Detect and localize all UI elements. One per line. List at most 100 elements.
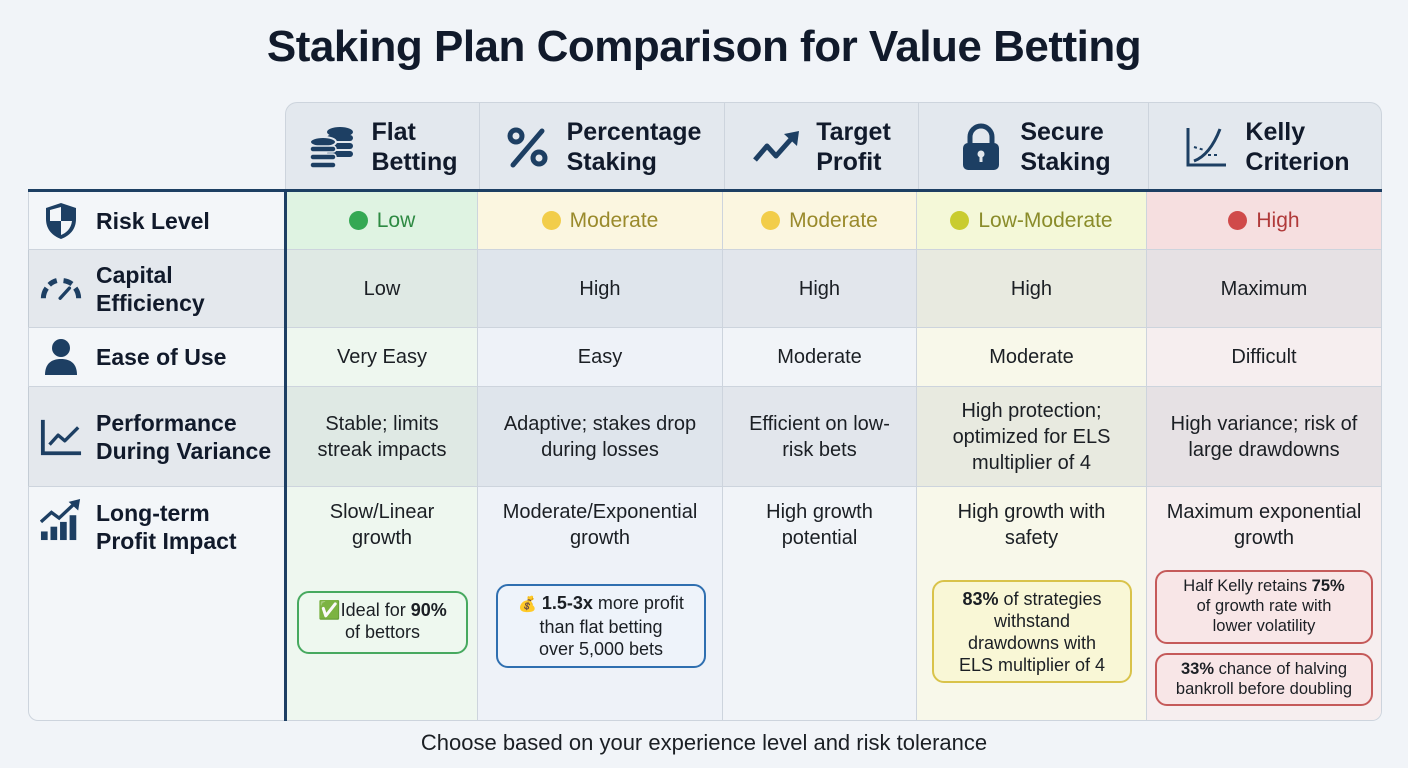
status-dot-red: [1228, 211, 1248, 230]
cell-longterm-kelly: Maximum exponential growth: [1147, 487, 1381, 720]
callout-text: lower volatility: [1212, 617, 1316, 635]
cell-line: Adaptive; stakes drop: [503, 412, 697, 435]
cell-risk-target: Moderate: [723, 192, 917, 250]
gauge-icon: [40, 268, 82, 310]
column-header-target[interactable]: Target Profit: [724, 103, 918, 191]
cell-risk-kelly: High: [1147, 192, 1381, 250]
cell-line: growth: [569, 527, 630, 549]
callout-text: of growth rate with: [1196, 597, 1332, 615]
row-label-capital: Capital Efficiency: [28, 250, 284, 328]
cell-line: safety: [1004, 527, 1059, 549]
cell-capital-flat: Low: [287, 250, 478, 328]
callout-text: chance of halving: [1214, 660, 1348, 678]
cell-line: Moderate/Exponential: [502, 501, 698, 523]
row-label-text: Profit Impact: [96, 528, 237, 554]
cell-risk-percentage: Moderate: [478, 192, 723, 250]
risk-value: High: [1256, 208, 1300, 232]
cell-longterm-flat: Slow/Linear growth: [287, 487, 478, 720]
row-label-text: Efficiency: [96, 289, 205, 316]
risk-value: Low: [376, 208, 416, 232]
row-bg-performance: [28, 387, 1381, 487]
cell-ease-kelly: Difficult: [1147, 328, 1381, 387]
column-label: Criterion: [1245, 148, 1350, 176]
row-label-text: Ease of Use: [96, 344, 227, 370]
callout-highlight: 75%: [1311, 577, 1345, 595]
cell-line: multiplier of 4: [972, 451, 1091, 474]
row-label-performance: Performance During Variance: [28, 387, 284, 487]
trend-up-arrow-icon: [752, 122, 802, 172]
cell-performance-secure: High protection; optimized for ELS multipl…: [917, 387, 1147, 487]
status-dot-green: [348, 211, 368, 230]
cell-line: Maximum exponential: [1166, 501, 1362, 523]
cell-line: growth: [1233, 527, 1295, 549]
col-bg-target: [723, 190, 917, 720]
label-column-divider: [284, 190, 287, 721]
row-label-risk: Risk Level: [28, 192, 284, 250]
cell-line: Stable; limits: [325, 412, 439, 435]
cell-ease-target: Moderate: [723, 328, 917, 387]
row-bg-capital: [28, 250, 1381, 328]
column-label: Percentage: [566, 118, 702, 146]
row-label-ease: Ease of Use: [28, 328, 284, 387]
callout-secure: 83% of strategies withstand drawdowns with…: [932, 580, 1132, 683]
row-label-longterm: Long-term Profit Impact: [28, 487, 284, 720]
cell-capital-secure: High: [917, 250, 1147, 328]
row-label-text: Risk Level: [96, 207, 210, 234]
footer-note: Choose based on your experience level an…: [420, 730, 988, 755]
column-header-percentage[interactable]: Percentage Staking: [479, 103, 724, 191]
callout-highlight: 90%: [410, 600, 447, 620]
cell-line: growth: [351, 527, 412, 549]
row-label-text: During Variance: [96, 437, 272, 464]
row-bg-risk-kelly: [1147, 192, 1381, 250]
curve-graph-icon: [1181, 122, 1231, 172]
column-label: Profit: [816, 148, 882, 176]
callout-text: over 5,000 bets: [538, 639, 664, 659]
callout-text: Ideal for: [340, 600, 411, 620]
cell-longterm-secure: High growth with safety: [917, 487, 1147, 720]
cell-performance-kelly: High variance; risk of large drawdowns: [1147, 387, 1381, 487]
row-label-text: Performance: [96, 409, 237, 436]
callout-percentage: 💰 1.5-3x more profit than flat betting ove…: [496, 584, 706, 668]
comparison-table: Flat Betting Percentage Staking Target Prof…: [28, 102, 1382, 721]
callout-text: more profit: [592, 593, 684, 613]
cell-longterm-target: High growth potential: [723, 487, 917, 720]
line-chart-icon: [40, 416, 82, 458]
callout-kelly-half: Half Kelly retains 75% of growth rate wit…: [1155, 570, 1373, 644]
callout-text: than flat betting: [539, 617, 663, 637]
cell-ease-flat: Very Easy: [287, 328, 478, 387]
row-bg-risk-flat: [287, 192, 478, 250]
callout-text: of bettors: [344, 622, 421, 642]
cell-line: optimized for ELS: [952, 425, 1111, 448]
cell-line: High growth: [766, 501, 873, 523]
callout-text: ELS multiplier of 4: [958, 655, 1106, 675]
cell-line: during losses: [541, 438, 659, 461]
column-label: Staking: [1020, 148, 1111, 176]
column-header-secure[interactable]: Secure Staking: [918, 103, 1148, 191]
page-title: Staking Plan Comparison for Value Bettin…: [266, 22, 1142, 71]
user-icon: [40, 336, 82, 378]
cell-line: potential: [781, 527, 858, 549]
column-header-kelly[interactable]: Kelly Criterion: [1148, 103, 1382, 191]
cell-line: risk bets: [782, 438, 857, 461]
column-label: Flat: [371, 118, 416, 146]
cell-line: High protection;: [961, 399, 1102, 422]
header-row: Flat Betting Percentage Staking Target Prof…: [285, 102, 1382, 191]
column-label: Staking: [566, 148, 657, 176]
cell-performance-flat: Stable; limits streak impacts: [287, 387, 478, 487]
padlock-icon: [956, 122, 1006, 172]
cell-ease-percentage: Easy: [478, 328, 723, 387]
cell-performance-percentage: Adaptive; stakes drop during losses: [478, 387, 723, 487]
cell-line: High variance; risk of: [1170, 412, 1358, 435]
cell-line: Slow/Linear: [329, 501, 435, 523]
cell-longterm-percentage: Moderate/Exponential growth: [478, 487, 723, 720]
callout-text: bankroll before doubling: [1175, 680, 1353, 698]
callout-text: drawdowns with: [967, 633, 1097, 653]
row-bg-risk-percentage: [478, 192, 723, 250]
column-header-flat[interactable]: Flat Betting: [286, 103, 479, 191]
cell-performance-target: Efficient on low-risk bets: [723, 387, 917, 487]
row-label-text: Long-term: [96, 500, 210, 526]
callout-text: withstand: [993, 611, 1071, 631]
column-label: Secure: [1020, 118, 1104, 146]
callout-flat: ✅Ideal for 90% of bettors: [297, 591, 468, 654]
callout-highlight: 83%: [962, 589, 999, 609]
